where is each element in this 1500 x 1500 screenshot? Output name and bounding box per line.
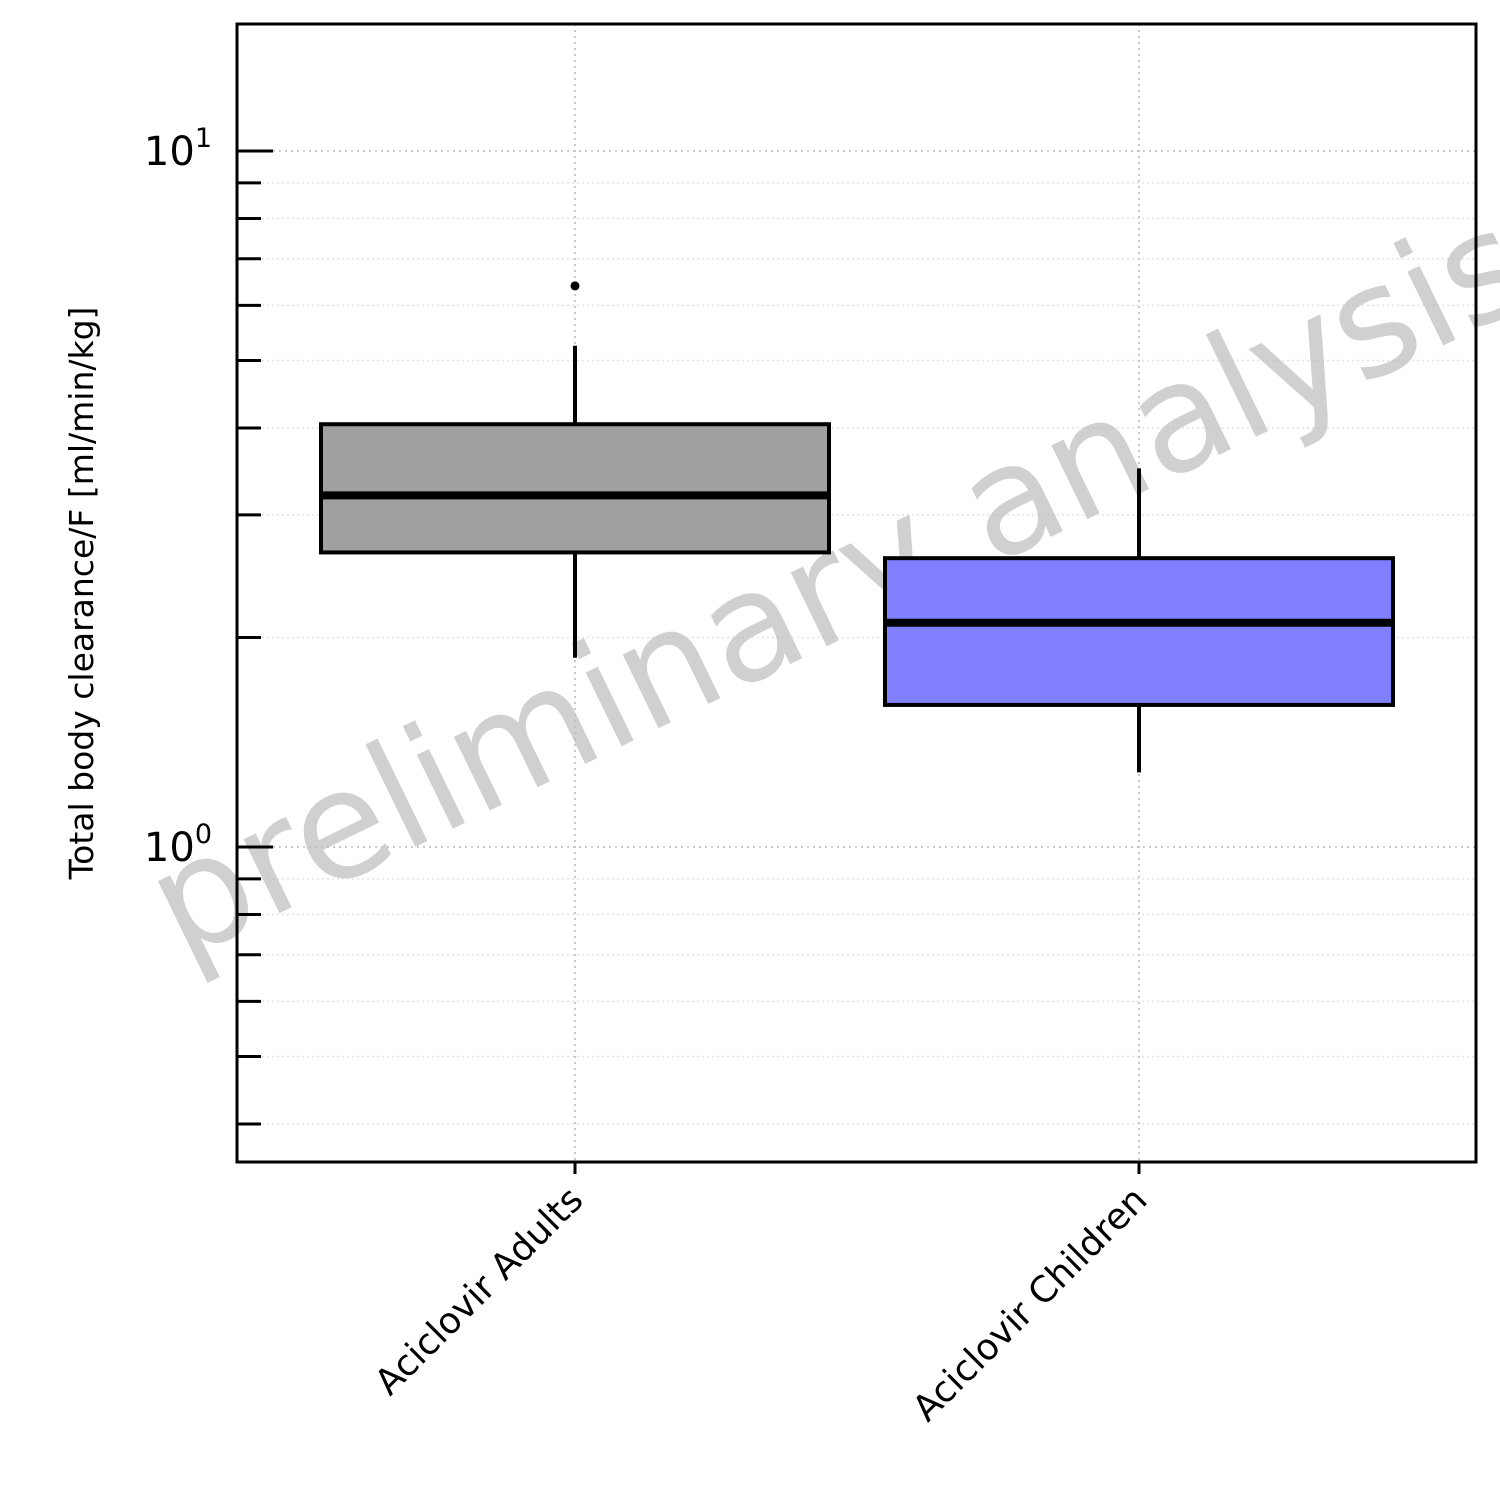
x-tick-label: Aciclovir Adults (367, 1179, 591, 1403)
y-axis-title: Total body clearance/F [ml/min/kg] (62, 307, 101, 881)
y-tick-label: 100 (144, 819, 212, 871)
box-children (883, 468, 1395, 773)
box-adults (319, 281, 831, 658)
x-tick-label: Aciclovir Children (905, 1179, 1155, 1429)
boxes (319, 281, 1395, 773)
y-tick-label: 101 (144, 123, 212, 175)
grid-lines (237, 24, 1476, 1162)
outlier-point (570, 281, 580, 291)
plot-frame (235, 22, 1478, 1164)
box-body (883, 556, 1395, 707)
box-body (319, 422, 831, 555)
